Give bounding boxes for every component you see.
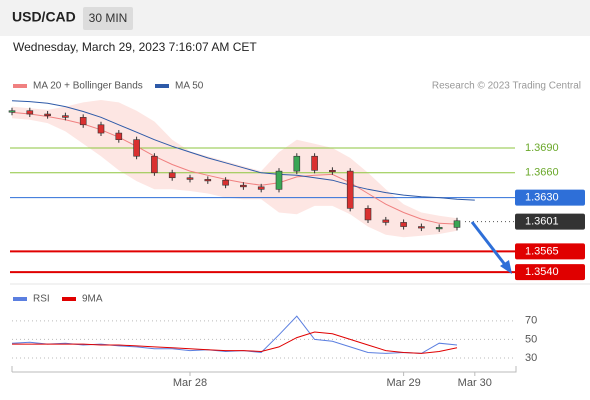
y-tick-label: 70 bbox=[525, 315, 537, 327]
indicator-line bbox=[11, 315, 458, 354]
candle bbox=[44, 113, 51, 116]
level-label-box bbox=[515, 189, 585, 206]
candle bbox=[62, 115, 69, 118]
ma50-line bbox=[11, 100, 475, 201]
forecast-arrowhead bbox=[500, 260, 512, 274]
candle bbox=[293, 155, 301, 172]
x-tick-label: Mar 30 bbox=[458, 377, 492, 389]
interval-box[interactable] bbox=[83, 7, 133, 30]
candle bbox=[79, 117, 87, 126]
candle bbox=[435, 227, 443, 230]
legend-label: MA 20 + Bollinger Bands bbox=[33, 81, 143, 92]
attribution: Research © 2023 Trading Central bbox=[432, 81, 581, 92]
level-label-box bbox=[515, 243, 585, 260]
y-tick-label: 50 bbox=[525, 333, 537, 345]
x-tick-label: Mar 28 bbox=[173, 377, 207, 389]
candle bbox=[26, 110, 34, 115]
candle bbox=[329, 169, 336, 173]
candle bbox=[97, 124, 105, 134]
candle bbox=[257, 186, 265, 190]
legend-swatch bbox=[62, 297, 76, 301]
candle bbox=[400, 222, 407, 227]
candle bbox=[364, 208, 372, 221]
candle bbox=[204, 179, 212, 182]
candle bbox=[275, 170, 283, 190]
candle bbox=[133, 139, 140, 157]
forecast-arrow bbox=[470, 221, 508, 267]
level-label-box bbox=[515, 213, 585, 230]
indicator-line bbox=[12, 331, 458, 354]
level-label: 1.3660 bbox=[525, 167, 559, 179]
symbol: USD/CAD bbox=[12, 9, 76, 25]
candle bbox=[222, 179, 229, 186]
level-label: 1.3540 bbox=[525, 266, 559, 278]
level-label: 1.3690 bbox=[525, 142, 559, 154]
candle bbox=[115, 132, 123, 140]
legend-label: RSI bbox=[33, 294, 50, 305]
legend-swatch bbox=[155, 84, 169, 88]
candle bbox=[186, 177, 194, 180]
candle bbox=[8, 110, 16, 113]
legend-swatch bbox=[13, 84, 27, 88]
legend-swatch bbox=[13, 297, 27, 301]
candle bbox=[240, 184, 247, 188]
x-axis bbox=[12, 366, 517, 373]
interval[interactable]: 30 MIN bbox=[89, 11, 128, 25]
candle bbox=[311, 155, 318, 171]
candle bbox=[168, 172, 176, 179]
timestamp: Wednesday, March 29, 2023 7:16:07 AM CET bbox=[13, 40, 257, 54]
candle bbox=[382, 219, 390, 223]
candle bbox=[453, 220, 461, 228]
legend-label: MA 50 bbox=[175, 81, 204, 92]
candle bbox=[151, 155, 158, 174]
candle bbox=[346, 170, 354, 209]
level-label-box bbox=[515, 264, 585, 281]
bollinger-band bbox=[12, 100, 457, 238]
level-label: 1.3565 bbox=[525, 245, 559, 257]
candle bbox=[418, 226, 425, 229]
level-label: 1.3630 bbox=[525, 192, 559, 204]
y-tick-label: 30 bbox=[525, 352, 537, 364]
legend-label: 9MA bbox=[82, 294, 103, 305]
x-tick-label: Mar 29 bbox=[386, 377, 420, 389]
level-label: 1.3601 bbox=[525, 216, 559, 228]
